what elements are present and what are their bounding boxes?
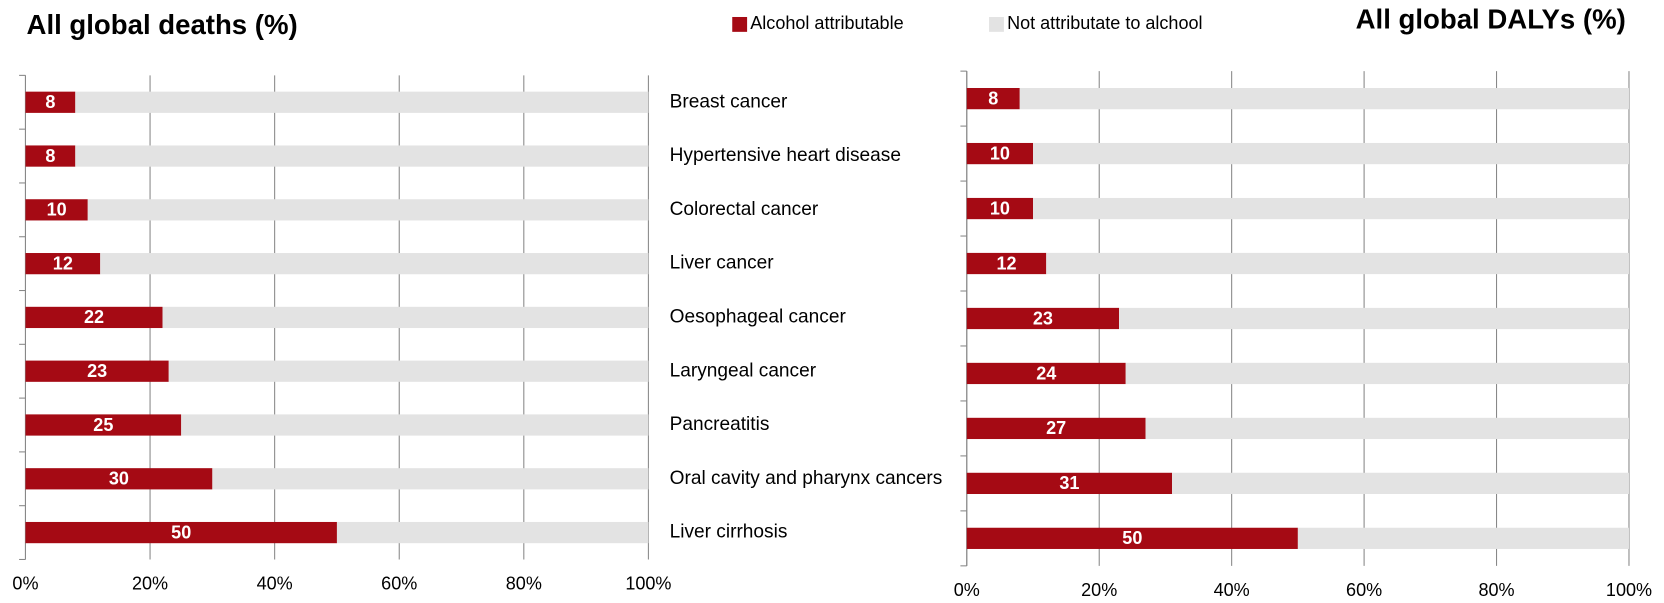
bar-segment xyxy=(168,360,649,382)
bar-segment xyxy=(1172,472,1629,495)
data-label: 27 xyxy=(1046,418,1066,438)
bar-segment xyxy=(1019,87,1629,110)
bar-segment xyxy=(100,253,649,275)
category-label: Pancreatitis xyxy=(670,414,770,435)
category-label: Oesophageal cancer xyxy=(670,306,847,327)
legend-label: Alcohol attributable xyxy=(750,13,903,33)
bar-segment xyxy=(966,472,1173,495)
category-label: Colorectal cancer xyxy=(670,199,819,220)
data-label: 22 xyxy=(84,307,104,327)
data-label: 12 xyxy=(996,253,1016,273)
data-label: 25 xyxy=(93,415,113,435)
data-label: 24 xyxy=(1036,363,1056,383)
bar-segment xyxy=(1032,197,1629,220)
x-tick-label: 80% xyxy=(1478,580,1514,600)
bar-segment xyxy=(1125,362,1629,385)
bar-segment xyxy=(966,417,1146,440)
bar-segment xyxy=(25,253,101,275)
bar-segment xyxy=(181,414,649,436)
x-tick-label: 0% xyxy=(954,580,980,600)
data-label: 10 xyxy=(47,200,67,220)
legend-label: Not attributate to alchool xyxy=(1007,13,1202,33)
bar-segment xyxy=(966,197,1033,220)
x-tick-label: 100% xyxy=(1606,580,1652,600)
bar-segment xyxy=(1297,527,1629,549)
bar-segment xyxy=(966,307,1120,330)
x-tick-label: 40% xyxy=(1214,580,1250,600)
x-tick-label: 0% xyxy=(12,574,38,594)
data-label: 8 xyxy=(45,146,55,166)
bar-segment xyxy=(966,252,1047,275)
data-label: 12 xyxy=(53,253,73,273)
bar-segment xyxy=(25,306,163,329)
data-label: 30 xyxy=(109,469,129,489)
data-label: 10 xyxy=(990,198,1010,218)
x-tick-label: 100% xyxy=(625,574,671,594)
chart-title: All global deaths (%) xyxy=(27,9,298,40)
bar-segment xyxy=(87,199,649,221)
bar-segment xyxy=(25,91,76,113)
x-tick-label: 60% xyxy=(1346,580,1382,600)
legend-swatch xyxy=(989,16,1004,32)
data-label: 23 xyxy=(87,361,107,381)
bar-segment xyxy=(966,527,1298,549)
bar-segment xyxy=(1032,142,1629,165)
bar-segment xyxy=(1119,307,1629,330)
bar-segment xyxy=(25,414,182,436)
x-tick-label: 20% xyxy=(132,574,168,594)
data-label: 23 xyxy=(1033,308,1053,328)
bar-segment xyxy=(966,142,1033,165)
chart-title: All global DALYs (%) xyxy=(1356,4,1626,35)
bar-segment xyxy=(25,360,169,382)
data-label: 10 xyxy=(990,143,1010,163)
data-label: 31 xyxy=(1059,473,1079,493)
data-label: 8 xyxy=(45,92,55,112)
x-tick-label: 40% xyxy=(257,574,293,594)
category-label: Liver cirrhosis xyxy=(670,522,788,543)
x-tick-label: 60% xyxy=(381,574,417,594)
category-label: Laryngeal cancer xyxy=(670,360,817,381)
bar-segment xyxy=(966,87,1020,110)
bar-segment xyxy=(162,306,649,329)
category-label: Hypertensive heart disease xyxy=(670,145,901,166)
bar-segment xyxy=(212,468,649,490)
bar-segment xyxy=(25,521,337,544)
data-label: 50 xyxy=(1122,528,1142,548)
bar-segment xyxy=(75,145,649,167)
bar-segment xyxy=(25,145,76,167)
data-label: 50 xyxy=(171,522,191,542)
legend-swatch xyxy=(732,16,748,32)
category-label: Breast cancer xyxy=(670,91,788,112)
bar-segment xyxy=(1046,252,1629,275)
category-label: Liver cancer xyxy=(670,253,775,274)
bar-segment xyxy=(25,199,88,221)
bar-segment xyxy=(75,91,649,113)
x-tick-label: 80% xyxy=(506,574,542,594)
bar-segment xyxy=(1145,417,1629,440)
bar-segment xyxy=(336,521,649,544)
x-tick-label: 20% xyxy=(1081,580,1117,600)
bar-segment xyxy=(25,468,213,490)
data-label: 8 xyxy=(988,88,998,108)
bar-segment xyxy=(966,362,1126,385)
category-label: Oral cavity and pharynx cancers xyxy=(670,468,943,489)
